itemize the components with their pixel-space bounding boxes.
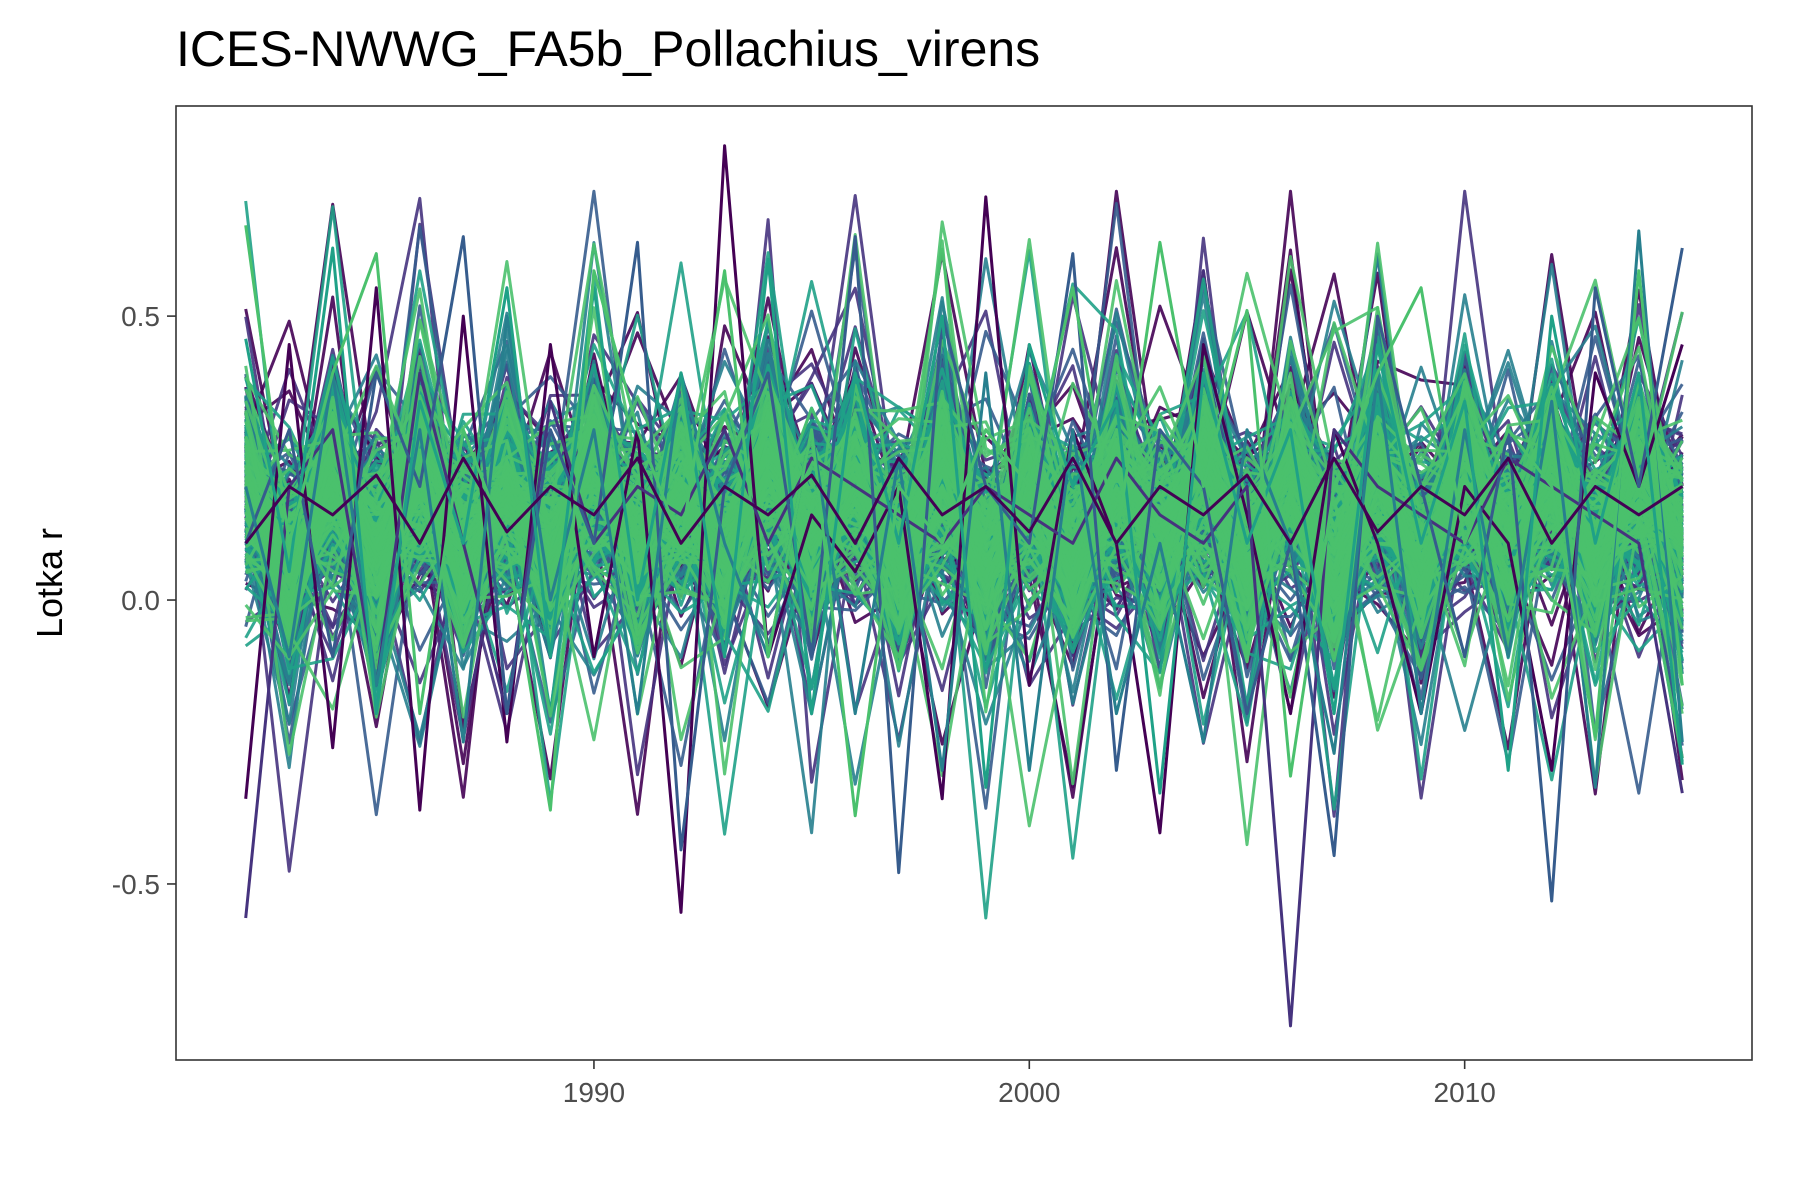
series-layer [244,144,1684,1028]
x-tick-label-0: 1990 [563,1077,625,1108]
y-tick-label-1: 0.0 [121,585,160,616]
y-tick-label-2: 0.5 [121,301,160,332]
series-line-506 [244,456,1684,545]
series-line-505 [244,225,1684,818]
panel-border [175,105,1753,1061]
y-axis: -0.5 0.0 0.5 [112,301,176,900]
y-tick-label-0: -0.5 [112,869,160,900]
series-line-503 [244,229,1684,789]
series-line-501 [244,371,1684,1028]
series-line-504 [244,246,1684,795]
x-tick-label-1: 2000 [998,1077,1060,1108]
y-axis-title: Lotka r [29,528,70,638]
series-line-488 [245,409,1683,611]
x-tick-label-2: 2010 [1434,1077,1496,1108]
x-axis: 1990 2000 2010 [563,1060,1496,1108]
chart-title: ICES-NWWG_FA5b_Pollachius_virens [176,21,1041,77]
series-line-491 [244,238,1684,641]
